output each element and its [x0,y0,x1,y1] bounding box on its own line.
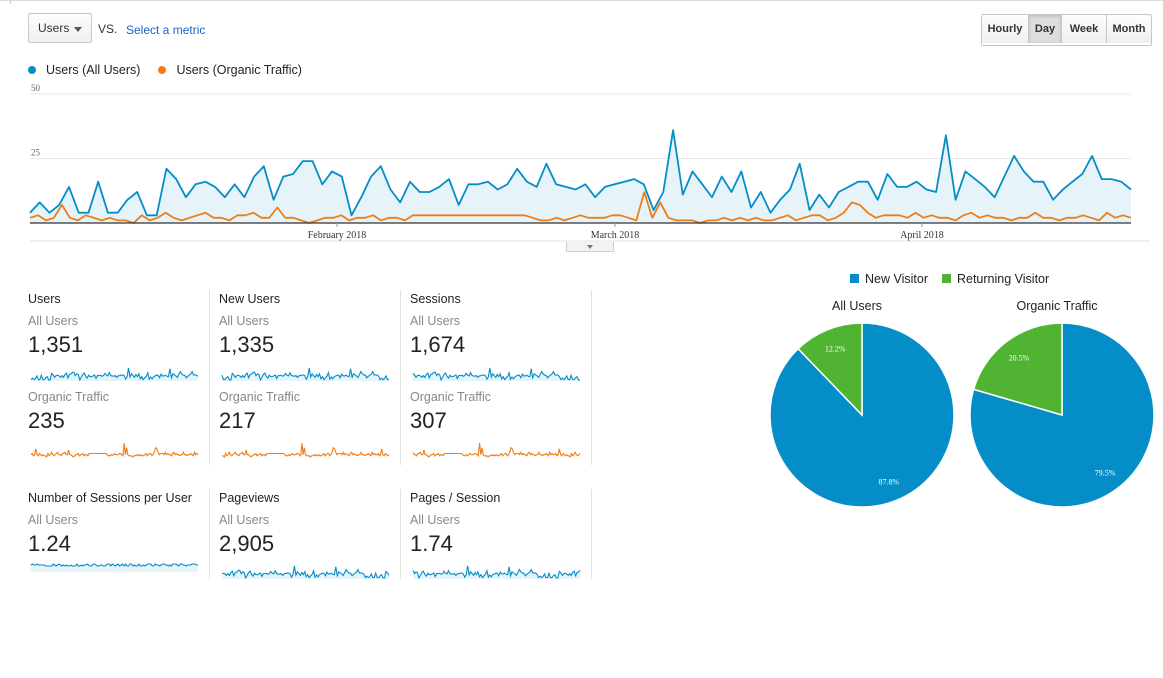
pie-title-all-users: All Users [831,299,882,313]
period-toggle: Hourly Day Week Month [981,14,1152,46]
users-line-chart: 50 25 February 2018 March 2018 April 2018 [29,83,1150,242]
scorecard-sessions-per-user[interactable]: Number of Sessions per User All Users 1.… [28,491,208,579]
x-tick-label: February 2018 [308,230,367,241]
period-hourly-button[interactable]: Hourly [982,15,1028,43]
legend-square-icon [850,274,859,283]
scorecard-title: New Users [219,292,281,306]
scorecard-segment: Organic Traffic [219,390,301,404]
legend-dot-icon [28,66,36,74]
scorecard-title: Number of Sessions per User [28,491,192,505]
scorecard-value: 1,674 [410,332,466,357]
chart-resize-handle[interactable] [566,242,614,252]
pie-chart-organic: 79.5% 20.5% [969,322,1155,508]
scorecard-new-users[interactable]: New Users All Users 1,335 Organic Traffi… [219,292,399,467]
legend-dot-icon [158,66,167,74]
period-day-button[interactable]: Day [1028,15,1061,43]
scorecard-segment: All Users [219,513,270,527]
period-month-button[interactable]: Month [1106,15,1151,43]
series-line-all-users [29,129,1132,217]
pie-legend: New Visitor Returning Visitor [850,272,1049,286]
scorecard-segment: All Users [28,314,79,328]
metric-select[interactable]: Users [28,13,92,43]
pie-legend-item-new[interactable]: New Visitor [850,272,928,286]
scorecard-value: 1.24 [28,531,71,556]
scorecard-value: 307 [410,408,447,433]
select-metric-link[interactable]: Select a metric [126,23,206,37]
scorecard-sessions[interactable]: Sessions All Users 1,674 Organic Traffic… [410,292,590,467]
scorecard-title: Pages / Session [410,491,501,505]
scorecard-value: 235 [28,408,65,433]
top-border [0,0,1163,4]
period-week-button[interactable]: Week [1061,15,1106,43]
scorecard-value: 2,905 [219,531,275,556]
scorecard-segment: All Users [28,513,79,527]
scorecard-pageviews[interactable]: Pageviews All Users 2,905 [219,491,399,579]
card-divider [400,290,401,465]
scorecard-segment: All Users [410,513,461,527]
scorecard-title: Users [28,292,61,306]
scorecard-segment: Organic Traffic [410,390,492,404]
card-divider [591,290,592,465]
top-border-tick [10,0,11,4]
pie-slice-returning-visitor[interactable] [972,322,1063,416]
legend-item-organic[interactable]: Users (Organic Traffic) [158,63,302,77]
y-tick-label: 25 [31,148,41,158]
pie-title-organic: Organic Traffic [1016,299,1098,313]
x-tick-label: April 2018 [900,230,944,241]
metric-select-label: Users [38,21,70,35]
legend-square-icon [941,274,951,283]
card-divider [209,290,210,465]
pie-legend-label: New Visitor [865,272,928,286]
scorecard-title: Pageviews [219,491,280,505]
card-divider [591,489,592,579]
pie-slice-label: 79.5% [1095,468,1116,477]
series-line-organic [29,191,1132,224]
pie-slice-label: 12.2% [825,344,846,353]
scorecard-pages-per-session[interactable]: Pages / Session All Users 1.74 [410,491,590,579]
pie-slice-label: 87.8% [878,478,899,487]
y-tick-label: 50 [31,83,41,93]
scorecard-segment: All Users [219,314,270,328]
scorecard-value: 1,335 [219,332,275,357]
pie-chart-all-users: 87.8% 12.2% [769,322,955,508]
pie-slice-label: 20.5% [1009,354,1030,363]
chevron-down-icon [587,245,593,249]
x-tick-label: March 2018 [591,230,640,241]
scorecard-segment: All Users [410,314,461,328]
series-area-all-users [30,130,1131,223]
pie-legend-label: Returning Visitor [956,272,1050,286]
vs-label: VS. [98,22,118,36]
scorecard-value: 1.74 [410,531,453,556]
pie-slice-returning-visitor[interactable] [797,322,863,417]
chevron-down-icon [74,27,82,32]
sparkline [28,656,200,678]
scorecard-value: 217 [219,408,256,433]
scorecard-value: 1,351 [28,332,84,357]
card-divider [400,489,401,579]
pie-legend-item-returning[interactable]: Returning Visitor [941,272,1050,286]
legend-label: Users (Organic Traffic) [176,63,302,77]
scorecard-title: Sessions [410,292,461,306]
scorecard-users[interactable]: Users All Users 1,351 Organic Traffic 23… [28,292,208,467]
card-divider [209,489,210,579]
legend-item-all-users[interactable]: Users (All Users) [28,63,140,77]
legend-label: Users (All Users) [46,63,141,77]
chart-legend: Users (All Users) Users (Organic Traffic… [28,63,302,77]
scorecard-segment: Organic Traffic [28,390,110,404]
